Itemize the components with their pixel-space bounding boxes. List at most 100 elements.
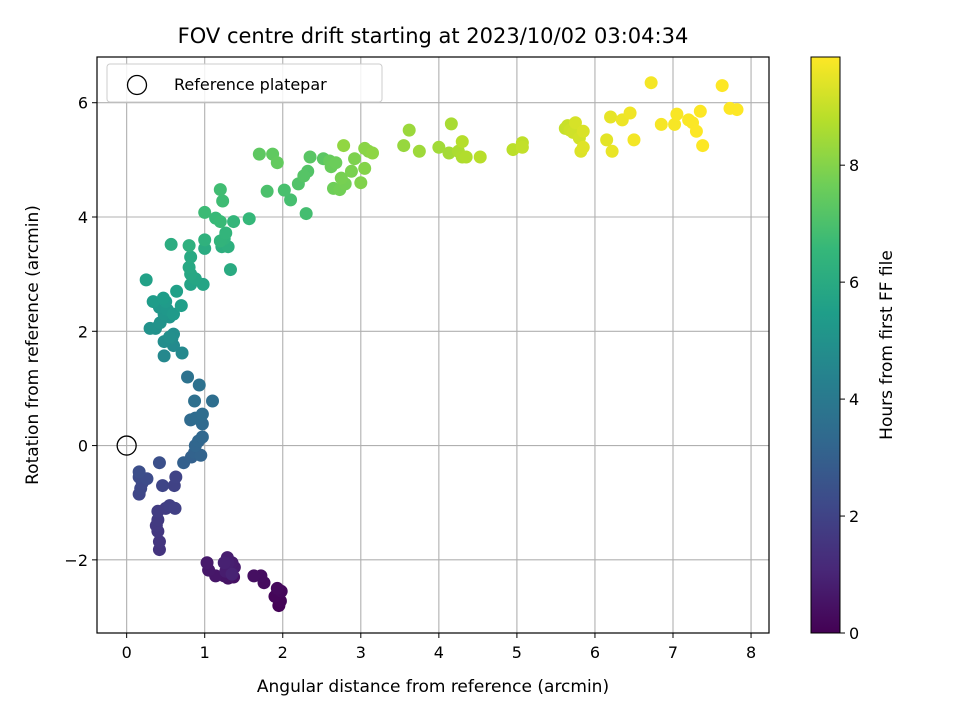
data-point: [627, 133, 641, 147]
x-tick-label: 6: [590, 643, 600, 662]
data-point: [623, 106, 637, 120]
data-point: [299, 207, 313, 221]
data-point: [227, 215, 241, 229]
data-point: [252, 147, 266, 161]
colorbar: 0 2 4 6 8 Hours from first FF file: [810, 56, 897, 643]
data-point: [200, 556, 214, 570]
data-point: [163, 330, 177, 344]
x-axis-label: Angular distance from reference (arcmin): [257, 677, 609, 697]
data-point: [576, 124, 590, 138]
data-point: [184, 250, 198, 264]
legend-box: [106, 63, 383, 103]
data-point: [668, 117, 682, 131]
data-point: [432, 140, 446, 154]
data-point: [219, 226, 233, 240]
data-point: [455, 135, 469, 149]
data-point: [576, 140, 590, 154]
scatter-points: [116, 76, 744, 613]
x-tick-label: 7: [668, 643, 678, 662]
data-point: [213, 215, 227, 229]
data-point: [397, 139, 411, 153]
data-point: [605, 144, 619, 158]
data-point: [412, 144, 426, 158]
data-point: [213, 183, 227, 197]
data-point: [242, 212, 256, 226]
data-point: [192, 378, 206, 392]
data-point: [366, 146, 380, 160]
x-axis-ticks: 0 1 2 3 4 5 6 7 8: [122, 633, 756, 662]
colorbar-tick-label: 2: [849, 507, 859, 526]
colorbar-frame: [810, 56, 841, 634]
data-point: [152, 535, 166, 549]
y-axis-ticks: −2 0 2 4 6: [64, 94, 97, 570]
data-point: [473, 150, 487, 164]
data-point: [284, 193, 298, 207]
data-point: [157, 349, 171, 363]
data-point: [344, 164, 358, 178]
data-point: [515, 140, 529, 154]
x-tick-label: 8: [746, 643, 756, 662]
data-point: [444, 117, 458, 131]
y-tick-label: −2: [64, 551, 88, 570]
data-point: [216, 194, 230, 208]
y-tick-label: 4: [78, 208, 88, 227]
colorbar-tick-label: 6: [849, 273, 859, 292]
data-point: [223, 263, 237, 277]
data-point: [175, 346, 189, 360]
data-point: [170, 284, 184, 298]
colorbar-tick-label: 8: [849, 156, 859, 175]
data-point: [270, 581, 284, 595]
data-point: [270, 156, 284, 170]
data-point: [329, 156, 343, 170]
data-point: [194, 448, 208, 462]
colorbar-label: Hours from first FF file: [877, 250, 897, 440]
plot-frame: [96, 56, 770, 634]
data-point: [693, 104, 707, 118]
data-point: [156, 291, 170, 305]
data-point: [337, 139, 351, 153]
data-point: [198, 233, 212, 247]
x-tick-label: 2: [278, 643, 288, 662]
data-point: [600, 133, 614, 147]
data-point: [696, 139, 710, 153]
data-point: [188, 394, 202, 408]
x-tick-label: 0: [122, 643, 132, 662]
data-point: [132, 465, 146, 479]
data-point: [247, 569, 261, 583]
plot-area: [97, 57, 769, 633]
chart-title: FOV centre drift starting at 2023/10/02 …: [178, 24, 689, 48]
colorbar-ticks: 0 2 4 6 8: [840, 156, 859, 643]
legend-marker: [126, 74, 148, 96]
legend-entry-reference: Reference platepar: [174, 75, 327, 94]
colorbar-tick-label: 4: [849, 390, 859, 409]
y-axis-label: Rotation from reference (arcmin): [23, 205, 43, 485]
data-point: [217, 556, 231, 570]
y-tick-label: 2: [78, 322, 88, 341]
data-point: [225, 567, 239, 581]
data-point: [195, 407, 209, 421]
data-point: [182, 260, 196, 274]
data-point: [174, 299, 188, 313]
data-point: [644, 76, 658, 90]
data-point: [334, 171, 348, 185]
data-point: [181, 370, 195, 384]
data-point: [730, 103, 744, 117]
x-tick-label: 4: [434, 643, 444, 662]
data-point: [146, 295, 160, 309]
colorbar-gradient: [811, 57, 840, 633]
data-point: [297, 169, 311, 183]
data-point: [156, 479, 170, 493]
data-point: [195, 430, 209, 444]
x-tick-label: 3: [356, 643, 366, 662]
reference-platepar-marker: [116, 435, 137, 456]
data-point: [168, 501, 182, 515]
x-tick-label: 5: [512, 643, 522, 662]
x-tick-label: 1: [200, 643, 210, 662]
data-point: [358, 161, 372, 175]
data-point: [715, 79, 729, 93]
data-point: [604, 110, 618, 124]
data-point: [670, 107, 684, 121]
y-tick-label: 0: [78, 437, 88, 456]
data-point: [654, 117, 668, 131]
